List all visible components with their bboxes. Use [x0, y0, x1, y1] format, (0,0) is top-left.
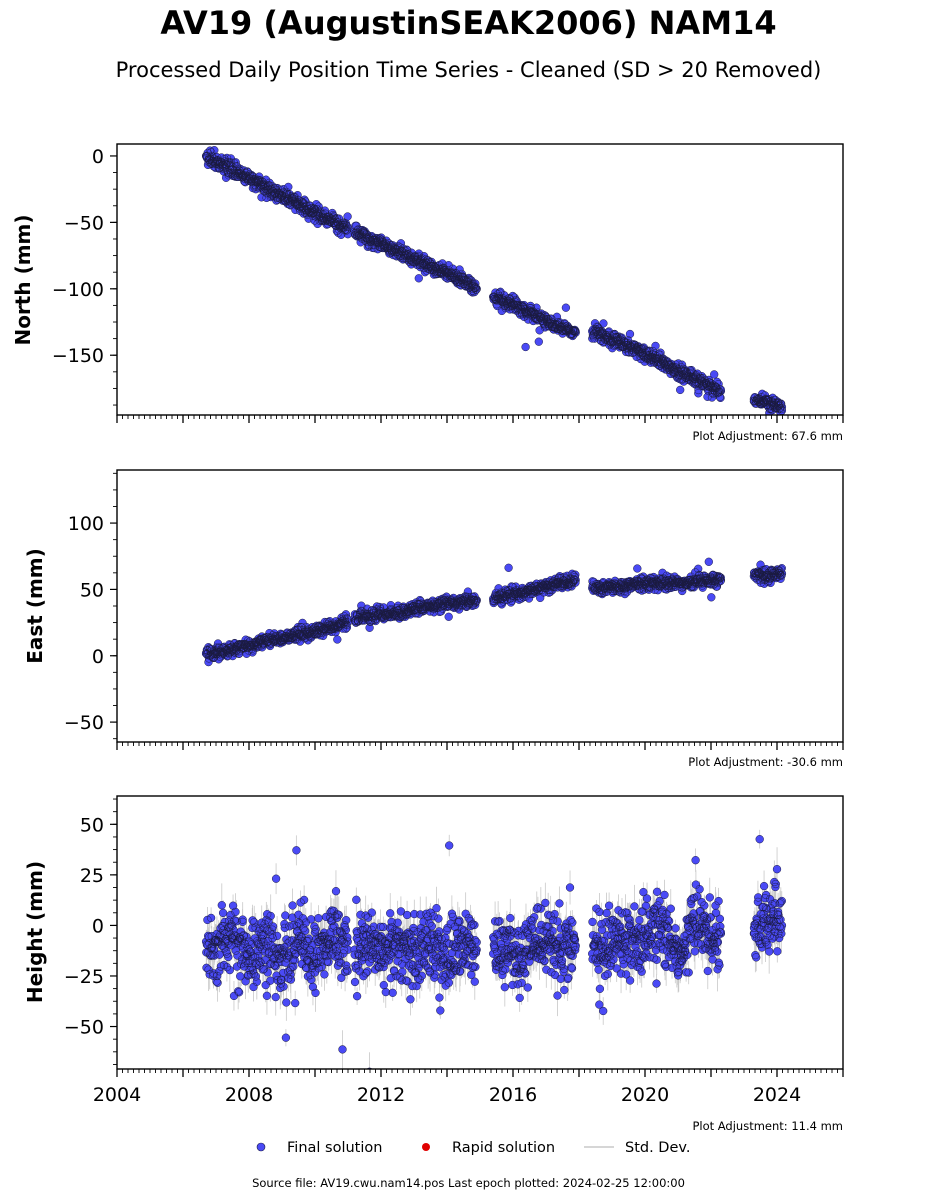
height-plot-adjustment: Plot Adjustment: 11.4 mm [692, 1119, 843, 1133]
legend-rapid-marker [422, 1143, 430, 1151]
xtick-label: 2012 [357, 1084, 405, 1106]
legend-stddev-label: Std. Dev. [625, 1140, 690, 1156]
height-ytick-label: −50 [64, 1017, 104, 1039]
east-plot-adjustment: Plot Adjustment: -30.6 mm [688, 755, 843, 769]
east-plot-frame [116, 469, 844, 743]
chart-title: AV19 (AugustinSEAK2006) NAM14 [160, 4, 777, 42]
height-ytick-label: 25 [80, 865, 104, 887]
north-ytick-label: 0 [92, 146, 104, 168]
xtick-label: 2008 [225, 1084, 273, 1106]
north-ytick-label: −50 [64, 212, 104, 234]
north-plot-frame [116, 143, 844, 416]
xtick-label: 2020 [621, 1084, 669, 1106]
legend: Final solution Rapid solution Std. Dev. [256, 1140, 690, 1156]
north-panel: North (mm) Plot Adjustment: 67.6 mm 0 −50… [11, 143, 844, 443]
east-ytick-label: 50 [80, 579, 104, 601]
north-point-cloud [202, 146, 787, 415]
north-axis-label: North (mm) [11, 214, 35, 345]
height-ytick-label: −25 [64, 966, 104, 988]
xtick-label: 2016 [489, 1084, 537, 1106]
height-panel: Height (mm) Plot Adjustment: 11.4 mm 50 2… [23, 795, 844, 1133]
east-ytick-label: −50 [64, 712, 104, 734]
north-ytick-label: −150 [52, 345, 104, 367]
east-point-cloud [201, 557, 786, 667]
east-panel: East (mm) Plot Adjustment: -30.6 mm 100 5… [23, 469, 844, 769]
east-axis-label: East (mm) [23, 548, 47, 664]
north-ytick-label: −100 [52, 279, 104, 301]
height-data-points [201, 829, 787, 1069]
north-data-points [201, 146, 787, 415]
source-file-caption: Source file: AV19.cwu.nam14.pos Last epo… [252, 1176, 685, 1190]
chart-subtitle: Processed Daily Position Time Series - C… [115, 58, 822, 82]
height-ytick-label: 0 [92, 915, 104, 937]
east-ytick-label: 100 [68, 513, 104, 535]
xtick-label: 2024 [753, 1084, 801, 1106]
height-ytick-label: 50 [80, 814, 104, 836]
legend-final-label: Final solution [287, 1140, 382, 1156]
east-data-points [201, 557, 787, 667]
north-plot-adjustment: Plot Adjustment: 67.6 mm [692, 429, 843, 443]
east-ytick-label: 0 [92, 646, 104, 668]
height-axis-label: Height (mm) [23, 861, 47, 1003]
legend-rapid-label: Rapid solution [452, 1140, 555, 1156]
legend-final-marker [256, 1142, 266, 1152]
xtick-label: 2004 [93, 1084, 141, 1106]
